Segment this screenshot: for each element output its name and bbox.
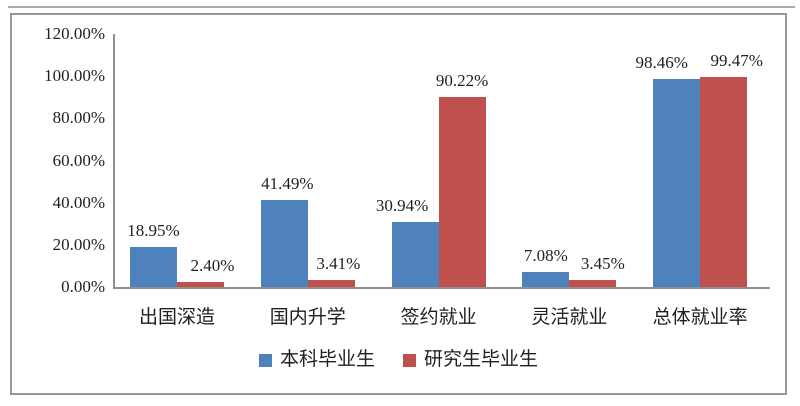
bar-value-label: 18.95% (127, 221, 180, 241)
bar-value-label: 7.08% (523, 246, 568, 266)
bar-series1-cat2 (438, 96, 486, 287)
y-axis-line (113, 34, 115, 289)
bar-series1-cat3 (569, 279, 617, 287)
bar-value-label: 98.46% (635, 53, 688, 73)
bar-value-label: 30.94% (375, 195, 429, 215)
chart-legend: 本科毕业生 研究生毕业生 (12, 349, 785, 371)
y-axis-tick-label: 40.00% (52, 192, 105, 212)
category-label: 总体就业率 (652, 307, 748, 328)
bar-series1-cat0 (177, 281, 224, 287)
category-label: 国内升学 (269, 307, 346, 328)
legend-swatch-icon (403, 353, 416, 367)
y-axis-tick-label: 120.00% (44, 24, 105, 43)
bar-series0-cat4 (653, 79, 701, 287)
bar-series1-cat1 (307, 279, 355, 287)
bar-value-label: 90.22% (435, 70, 489, 90)
legend-item-series1: 研究生毕业生 (403, 349, 538, 371)
y-axis-tick-label: 0.00% (61, 277, 105, 296)
bar-series0-cat0 (130, 247, 177, 287)
top-divider-line (8, 6, 795, 8)
y-axis-tick-label: 80.00% (52, 108, 105, 128)
bar-value-label: 2.40% (190, 255, 235, 275)
y-axis-tick-label: 60.00% (52, 150, 105, 170)
bar-value-label: 41.49% (261, 173, 314, 193)
legend-item-series0: 本科毕业生 (258, 349, 375, 371)
bar-series1-cat4 (700, 77, 748, 287)
bar-value-label: 3.41% (316, 253, 361, 273)
category-label: 灵活就业 (531, 307, 608, 328)
category-label: 签约就业 (400, 307, 477, 328)
bar-value-label: 99.47% (710, 51, 763, 71)
x-axis-line (113, 287, 770, 289)
chart-frame: 120.00% 100.00% 80.00% 60.00% 40.00% 20.00% 0.… (10, 13, 787, 395)
y-axis-tick-label: 100.00% (44, 66, 105, 86)
category-label: 出国深造 (138, 307, 215, 328)
legend-swatch-icon (258, 353, 272, 367)
bar-series0-cat1 (260, 199, 308, 287)
legend-label: 本科毕业生 (279, 349, 375, 370)
bar-series0-cat2 (391, 221, 439, 287)
legend-label: 研究生毕业生 (424, 349, 539, 370)
bar-series0-cat3 (522, 272, 570, 287)
y-axis-tick-label: 20.00% (52, 234, 105, 254)
bar-value-label: 3.45% (580, 253, 625, 273)
